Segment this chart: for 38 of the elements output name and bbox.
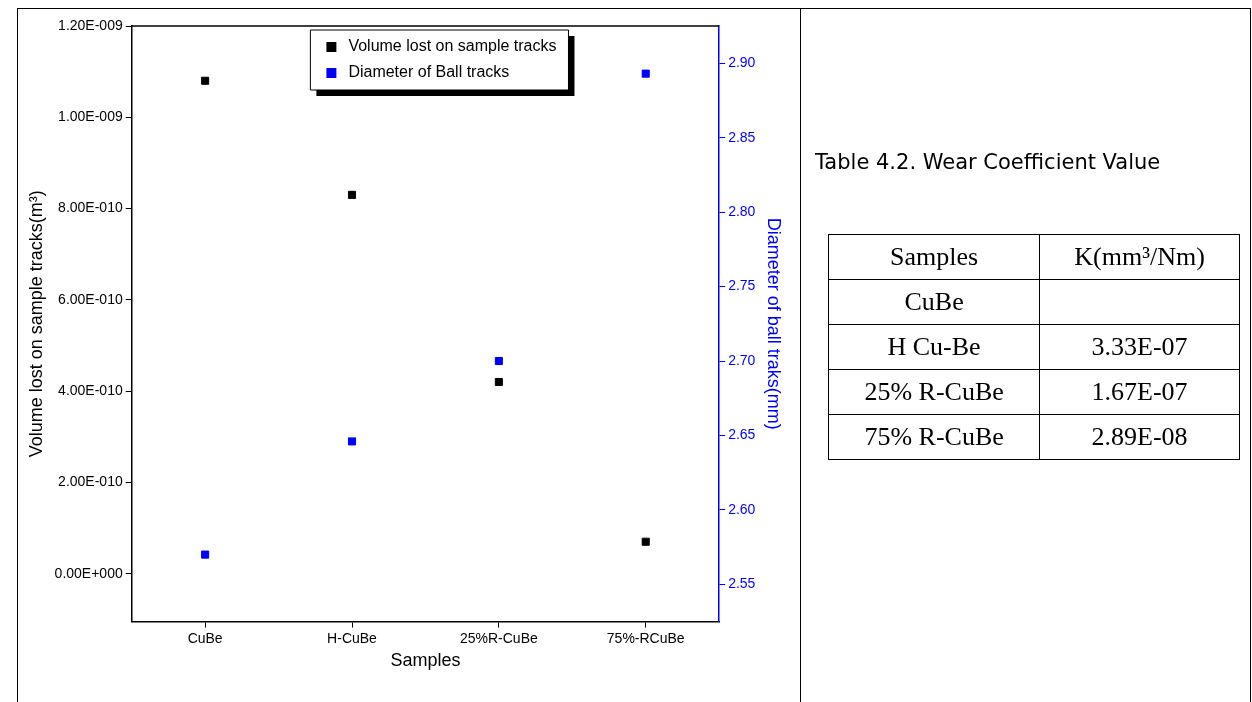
point: [494, 356, 503, 366]
category-label: CuBe: [828, 279, 1040, 325]
legend-label: Diameter of Ball tracks: [348, 63, 510, 81]
text: Samples: [828, 234, 1040, 280]
y-tick-label: 1.20E-009: [58, 16, 123, 33]
point: [201, 550, 210, 559]
y-axis-title: Volume lost on sample tracks(m³): [25, 190, 46, 458]
point: [641, 69, 650, 78]
y2-tick-label: 2.85: [728, 128, 756, 145]
y2-tick-label: 2.60: [728, 500, 756, 517]
text: K(mm³/Nm): [1039, 234, 1240, 280]
text: Table 4.2. Wear Coefficient Value: [815, 150, 1162, 174]
category-label: 25% R-CuBe: [828, 369, 1040, 415]
legend-label: Volume lost on sample tracks: [348, 37, 557, 55]
point: [347, 437, 357, 446]
text: 3.33E-07: [1091, 332, 1188, 361]
x-tick-label: CuBe: [187, 629, 223, 646]
y-tick-label: 8.00E-010: [58, 199, 123, 216]
x-axis-title: Samples: [390, 650, 461, 671]
category-label: 75% R-CuBe: [828, 414, 1040, 460]
y2-tick-label: 2.90: [728, 54, 756, 71]
y-tick-label: 0.00E+000: [54, 564, 123, 581]
y2-tick-label: 2.70: [728, 351, 756, 368]
y-tick-label: 4.00E-010: [58, 381, 123, 398]
y-tick-label: 1.00E-009: [58, 108, 123, 125]
y2-tick-label: 2.80: [728, 202, 756, 219]
x-tick-label: 75%-RCuBe: [606, 629, 685, 646]
y-tick-label: 2.00E-010: [58, 473, 123, 490]
y2-tick-label: 2.55: [728, 575, 756, 592]
text: 2.89E-08: [1091, 422, 1188, 451]
y-tick-label: 6.00E-010: [58, 290, 123, 307]
category-label: H Cu-Be: [828, 324, 1040, 370]
x-tick-label: H-CuBe: [327, 629, 378, 646]
y2-tick-label: 2.65: [728, 426, 756, 443]
text: 1.67E-07: [1091, 377, 1188, 406]
x-tick-label: 25%R-CuBe: [459, 629, 538, 646]
y2-tick-label: 2.75: [728, 277, 756, 294]
y2-axis-title: Diameter of ball traks(mm): [764, 217, 785, 430]
